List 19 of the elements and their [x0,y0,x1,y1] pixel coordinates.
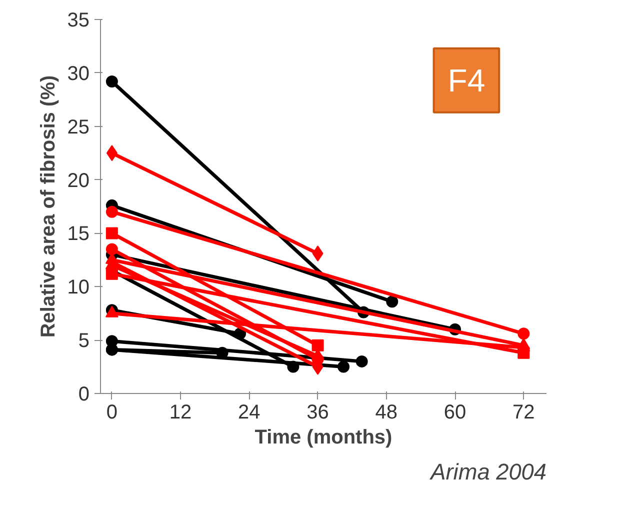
text: Arima 2004 [428,458,546,484]
annotation: F4 [448,62,486,98]
y-tick-label: 15 [67,223,90,246]
x-tick-label: 12 [169,402,192,424]
y-tick-label: 0 [78,384,90,406]
y-tick-label: 30 [67,62,90,85]
x-axis-title: Time (months) [254,426,392,448]
y-tick-label: 20 [67,170,90,192]
x-tick-label: 60 [444,402,466,424]
y-axis-title: Relative area of fibrosis (%) [37,75,60,338]
x-tick-label: 72 [512,402,535,424]
y-tick-label: 35 [67,10,90,32]
x-tick-label: 48 [375,402,398,424]
x-tick-label: 36 [306,402,329,424]
y-tick-label: 5 [78,330,90,352]
y-tick-label: 10 [67,276,90,299]
y-tick-label: 25 [67,116,90,138]
x-tick-label: 0 [106,402,118,424]
x-tick-label: 24 [238,402,260,424]
